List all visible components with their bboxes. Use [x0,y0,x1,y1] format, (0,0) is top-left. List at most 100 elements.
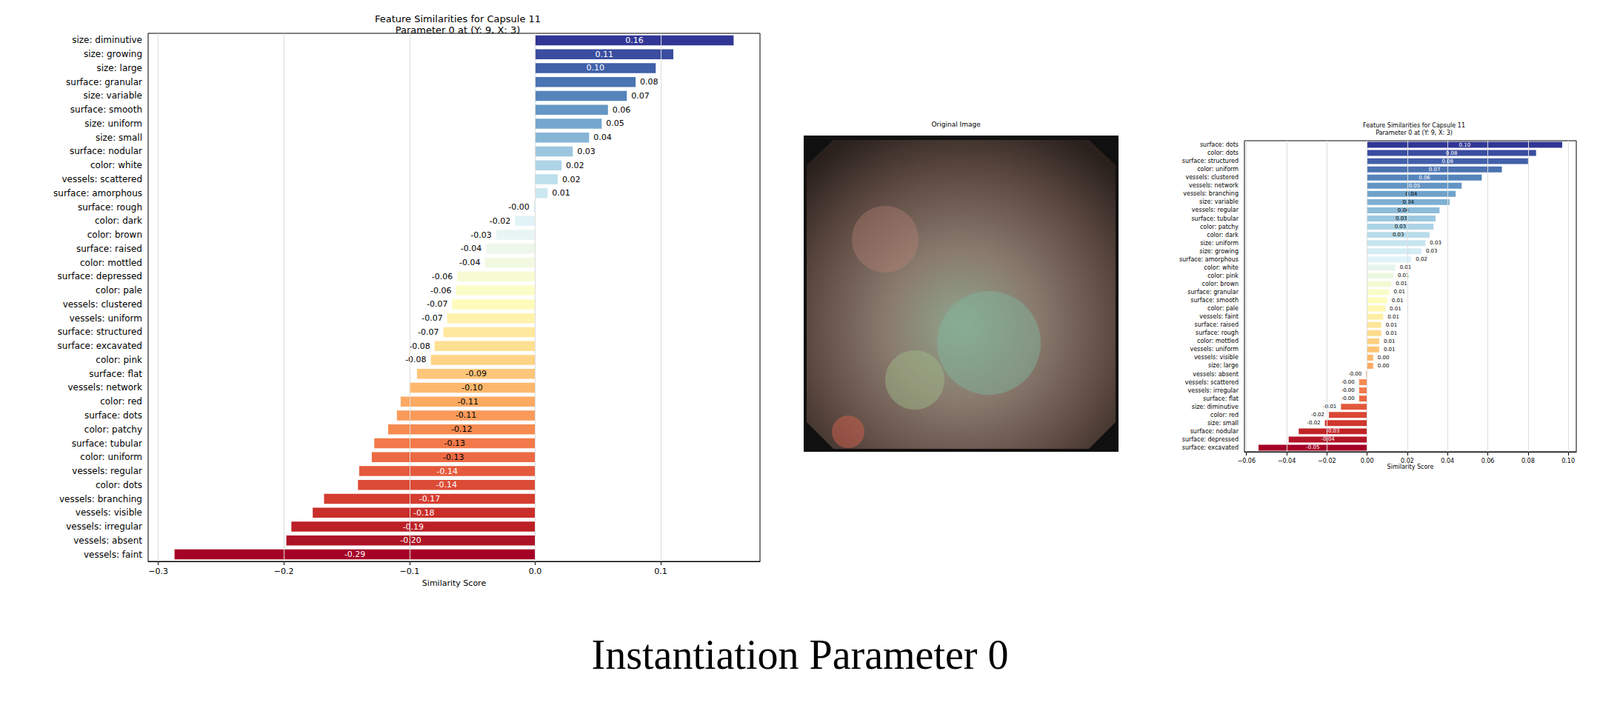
svg-text:Feature Similarities for Capsu: Feature Similarities for Capsule 11 [1362,122,1466,129]
svg-text:vessels: uniform: vessels: uniform [1189,345,1239,353]
svg-text:0.04: 0.04 [593,132,612,143]
svg-text:−0.02: −0.02 [1317,457,1337,465]
svg-text:size: small: size: small [1207,420,1239,427]
svg-text:-0.08: -0.08 [408,341,430,352]
svg-text:size: growing: size: growing [1199,248,1239,255]
svg-text:0.02: 0.02 [1400,457,1415,465]
svg-text:-0.18: -0.18 [413,508,435,518]
svg-text:surface: amorphous: surface: amorphous [53,188,143,199]
svg-text:0.01: 0.01 [1395,280,1408,287]
svg-text:0.10: 0.10 [586,62,606,73]
svg-text:-0.10: -0.10 [461,382,483,393]
svg-text:-0.04: -0.04 [459,257,480,268]
svg-text:-0.19: -0.19 [402,522,424,532]
svg-text:surface: granular: surface: granular [1187,288,1239,296]
svg-text:size: small: size: small [95,132,143,143]
svg-text:−0.04: −0.04 [1277,457,1297,465]
svg-text:Feature Similarities for Capsu: Feature Similarities for Capsule 11 [374,13,541,25]
svg-text:surface: dots: surface: dots [1200,141,1239,149]
svg-text:0.01: 0.01 [1385,330,1398,337]
svg-text:surface: granular: surface: granular [65,77,143,88]
svg-text:-0.07: -0.07 [426,299,448,309]
svg-text:vessels: uniform: vessels: uniform [69,313,143,324]
svg-text:vessels: irregular: vessels: irregular [65,521,143,532]
svg-text:0.11: 0.11 [594,49,614,60]
svg-text:color: white: color: white [90,160,143,171]
svg-text:color: pink: color: pink [95,354,143,366]
svg-text:-0.04: -0.04 [460,243,482,254]
svg-text:Similarity Score: Similarity Score [422,578,487,589]
svg-text:surface: amorphous: surface: amorphous [1179,256,1239,263]
svg-text:size: growing: size: growing [83,48,143,60]
svg-text:0.06: 0.06 [612,105,632,115]
svg-text:0.04: 0.04 [1402,199,1415,206]
svg-text:Similarity Score: Similarity Score [1387,463,1435,471]
svg-text:-0.03: -0.03 [1325,428,1340,435]
svg-text:surface: tubular: surface: tubular [71,438,143,449]
svg-text:0.03: 0.03 [1395,215,1408,222]
svg-text:-0.00: -0.00 [1341,387,1355,394]
svg-text:−0.1: −0.1 [399,566,420,577]
svg-text:color: pink: color: pink [1207,272,1239,280]
svg-text:vessels: regular: vessels: regular [1191,206,1240,214]
svg-text:0.00: 0.00 [1360,457,1375,465]
svg-text:vessels: branching: vessels: branching [1182,190,1239,198]
svg-text:-0.08: -0.08 [405,354,426,365]
svg-text:0.00: 0.00 [1377,354,1390,361]
svg-text:0.08: 0.08 [640,77,659,87]
svg-text:vessels: faint: vessels: faint [1199,313,1239,320]
svg-text:vessels: clustered: vessels: clustered [1185,174,1239,181]
svg-text:surface: smooth: surface: smooth [70,104,143,115]
svg-text:-0.00: -0.00 [1348,371,1362,378]
svg-text:-0.07: -0.07 [421,313,443,323]
svg-text:vessels: visible: vessels: visible [1194,354,1239,361]
svg-text:color: dark: color: dark [94,215,143,226]
svg-text:0.10: 0.10 [1561,457,1575,465]
svg-text:-0.06: -0.06 [431,271,453,282]
svg-text:0.01: 0.01 [1389,305,1402,312]
svg-text:color: uniform: color: uniform [80,451,143,463]
svg-text:size: diminutive: size: diminutive [71,34,143,46]
svg-text:-0.03: -0.03 [470,230,492,240]
svg-text:surface: flat: surface: flat [1202,395,1239,403]
svg-text:0.00: 0.00 [1377,362,1390,369]
svg-text:Parameter 0 at (Y: 9, X: 3): Parameter 0 at (Y: 9, X: 3) [1375,129,1453,137]
svg-text:-0.12: -0.12 [451,424,472,435]
svg-text:0.04: 0.04 [1440,457,1455,465]
svg-text:size: variable: size: variable [1199,198,1239,206]
svg-text:−0.06: −0.06 [1237,457,1256,465]
svg-text:color: dots: color: dots [1207,149,1239,157]
svg-text:vessels: network: vessels: network [67,382,143,393]
svg-text:surface: excavated: surface: excavated [1182,444,1239,452]
svg-text:-0.06: -0.06 [430,285,452,296]
svg-text:color: mottled: color: mottled [1197,337,1239,345]
svg-text:size: large: size: large [96,62,143,74]
svg-text:0.08: 0.08 [1521,457,1535,465]
svg-text:surface: dots: surface: dots [84,410,143,421]
svg-text:vessels: visible: vessels: visible [75,507,143,518]
svg-text:surface: smooth: surface: smooth [1190,297,1239,304]
svg-text:vessels: network: vessels: network [1188,182,1239,189]
svg-text:surface: tubular: surface: tubular [1191,215,1239,223]
svg-text:-0.14: -0.14 [436,480,458,490]
svg-text:vessels: clustered: vessels: clustered [62,299,143,310]
svg-text:−0.2: −0.2 [274,566,295,577]
svg-text:-0.29: -0.29 [344,549,366,560]
svg-text:-0.00: -0.00 [508,202,529,212]
svg-text:vessels: scattered: vessels: scattered [62,174,143,185]
svg-text:-0.00: -0.00 [1341,379,1355,386]
svg-text:-0.11: -0.11 [457,397,478,407]
svg-text:color: pale: color: pale [95,285,143,296]
svg-text:-0.14: -0.14 [436,466,458,477]
svg-text:0.06: 0.06 [1418,174,1431,181]
svg-text:−0.3: −0.3 [148,566,169,577]
svg-text:surface: rough: surface: rough [77,202,143,213]
svg-text:0.05: 0.05 [605,118,625,129]
svg-text:vessels: absent: vessels: absent [73,535,143,546]
svg-text:surface: structured: surface: structured [57,326,143,338]
svg-text:0.04: 0.04 [1405,191,1418,198]
svg-text:0.05: 0.05 [1408,182,1421,189]
svg-text:-0.02: -0.02 [489,216,511,226]
svg-text:-0.20: -0.20 [400,535,421,546]
svg-text:0.1: 0.1 [654,566,668,577]
